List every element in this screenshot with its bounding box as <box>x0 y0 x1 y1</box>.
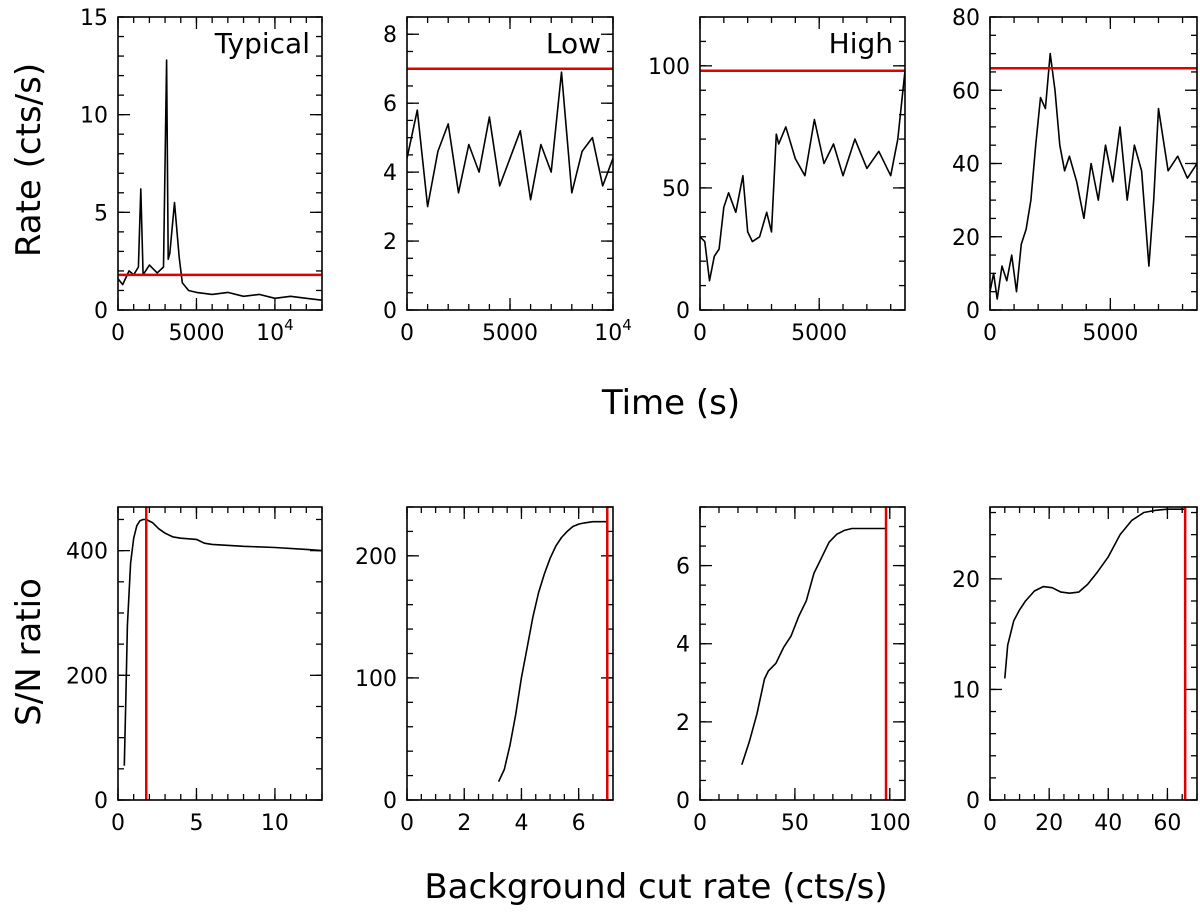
y-tick-label: 200 <box>66 664 108 689</box>
y-tick-label: 200 <box>355 545 397 570</box>
x-tick-label: 5000 <box>1082 321 1138 346</box>
plot-frame <box>117 16 323 311</box>
x-tick-label: 20 <box>1035 811 1063 836</box>
plot-frame <box>117 506 323 801</box>
y-tick-label: 0 <box>94 789 108 814</box>
x-tick-label: 0 <box>983 321 997 346</box>
x-tick-label: 100 <box>869 811 911 836</box>
plot-frame <box>699 16 906 311</box>
y-tick-label: 0 <box>966 789 980 814</box>
panel-top-2: 0 5000 104 0 2 4 6 8 Low <box>383 16 632 346</box>
x-tick-label: 10 <box>261 811 289 836</box>
panel-top-3: 0 5000 0 50 100 High <box>648 16 906 346</box>
x-tick-label: 0 <box>400 321 414 346</box>
panel-title: Low <box>546 27 601 60</box>
data-line <box>497 520 608 783</box>
y-tick-label: 4 <box>676 633 690 658</box>
panel-bottom-4: 0 20 40 60 0 10 20 <box>952 506 1198 836</box>
data-line <box>700 70 905 282</box>
y-tick-label: 20 <box>952 568 980 593</box>
y-tick-label: 400 <box>66 540 108 565</box>
y-tick-label: 0 <box>676 299 690 324</box>
panel-title: High <box>829 27 893 60</box>
x-tick-label: 50 <box>781 811 809 836</box>
y-tick-label: 15 <box>80 6 108 31</box>
y-tick-label: 0 <box>383 789 397 814</box>
data-line <box>741 527 886 766</box>
panel-bottom-3: 0 50 100 0 2 4 6 <box>676 506 911 836</box>
y-tick-label: 40 <box>952 153 980 178</box>
y-tick-label: 2 <box>383 230 397 255</box>
x-tick-label: 0 <box>983 811 997 836</box>
plot-frame <box>406 506 614 801</box>
x-tick-label: 0 <box>400 811 414 836</box>
data-line <box>118 59 322 301</box>
panel-bottom-2: 0 2 4 6 0 100 200 <box>355 506 614 836</box>
y-tick-label: 6 <box>383 92 397 117</box>
plot-frame <box>699 506 906 801</box>
y-tick-label: 5 <box>94 201 108 226</box>
y-tick-label: 10 <box>80 104 108 129</box>
x-tick-label: 4 <box>514 811 528 836</box>
top-x-axis-label: Time (s) <box>601 383 740 423</box>
y-tick-label: 100 <box>355 667 397 692</box>
x-tick-label: 5000 <box>168 321 224 346</box>
data-line <box>123 518 322 766</box>
y-tick-label: 8 <box>383 23 397 48</box>
data-line <box>407 71 613 208</box>
data-line <box>990 52 1197 300</box>
panel-top-1: 0 5000 104 0 5 10 15 Typical <box>80 6 323 346</box>
data-line <box>1004 508 1186 679</box>
x-tick-label: 2 <box>457 811 471 836</box>
bottom-y-axis-label: S/N ratio <box>9 578 49 726</box>
y-tick-label: 100 <box>648 55 690 80</box>
x-tick-label: 0 <box>111 321 125 346</box>
plot-frame <box>406 16 614 311</box>
panel-bottom-1: 0 5 10 0 200 400 <box>66 506 323 836</box>
x-tick-label: 104 <box>594 316 632 346</box>
x-tick-label: 0 <box>693 321 707 346</box>
x-tick-label: 60 <box>1153 811 1181 836</box>
x-tick-label: 6 <box>572 811 586 836</box>
x-tick-label: 5000 <box>791 321 847 346</box>
panel-top-4: 0 5000 0 20 40 60 80 <box>952 6 1198 346</box>
x-tick-label: 5 <box>189 811 203 836</box>
y-tick-label: 2 <box>676 711 690 736</box>
panel-title: Typical <box>214 27 310 60</box>
bottom-x-axis-label: Background cut rate (cts/s) <box>424 867 887 907</box>
y-tick-label: 50 <box>662 177 690 202</box>
x-tick-label: 0 <box>111 811 125 836</box>
x-tick-label: 104 <box>256 316 294 346</box>
y-tick-label: 0 <box>676 789 690 814</box>
x-tick-label: 0 <box>693 811 707 836</box>
y-tick-label: 10 <box>952 678 980 703</box>
plot-frame <box>989 16 1198 311</box>
y-tick-label: 0 <box>383 299 397 324</box>
y-tick-label: 6 <box>676 555 690 580</box>
y-tick-label: 0 <box>94 299 108 324</box>
plot-frame <box>989 506 1198 801</box>
x-tick-label: 40 <box>1094 811 1122 836</box>
x-tick-label: 5000 <box>482 321 538 346</box>
top-y-axis-label: Rate (cts/s) <box>9 63 49 257</box>
y-tick-label: 20 <box>952 226 980 251</box>
y-tick-label: 80 <box>952 6 980 31</box>
y-tick-label: 60 <box>952 79 980 104</box>
y-tick-label: 0 <box>966 299 980 324</box>
y-tick-label: 4 <box>383 161 397 186</box>
